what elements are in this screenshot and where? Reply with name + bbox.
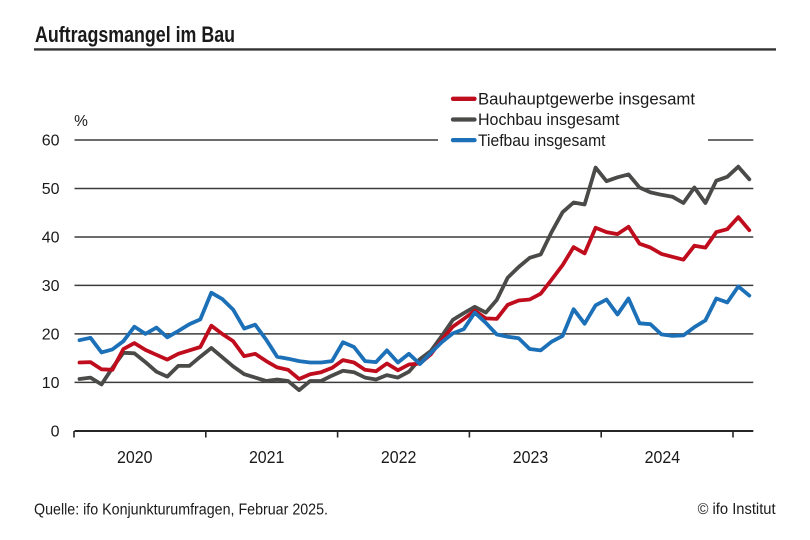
svg-text:10: 10 — [42, 375, 60, 392]
svg-text:40: 40 — [42, 230, 60, 247]
svg-text:20: 20 — [42, 327, 60, 344]
svg-text:© ifo Institut: © ifo Institut — [698, 501, 777, 518]
svg-text:50: 50 — [42, 181, 60, 198]
svg-text:30: 30 — [42, 278, 60, 295]
svg-text:Bauhauptgewerbe insgesamt: Bauhauptgewerbe insgesamt — [478, 91, 695, 109]
svg-text:60: 60 — [42, 133, 60, 150]
svg-text:0: 0 — [51, 424, 60, 441]
svg-text:2020: 2020 — [117, 447, 153, 467]
svg-text:Auftragsmangel im Bau: Auftragsmangel im Bau — [35, 22, 235, 47]
svg-text:Tiefbau insgesamt: Tiefbau insgesamt — [478, 132, 606, 150]
svg-text:2024: 2024 — [645, 447, 681, 467]
svg-text:2022: 2022 — [381, 447, 417, 467]
svg-text:Hochbau insgesamt: Hochbau insgesamt — [478, 111, 620, 129]
svg-text:2023: 2023 — [513, 447, 549, 467]
svg-text:%: % — [74, 113, 88, 130]
svg-text:2021: 2021 — [249, 447, 285, 467]
svg-text:Quelle: ifo Konjunkturumfragen: Quelle: ifo Konjunkturumfragen, Februar … — [34, 502, 328, 519]
